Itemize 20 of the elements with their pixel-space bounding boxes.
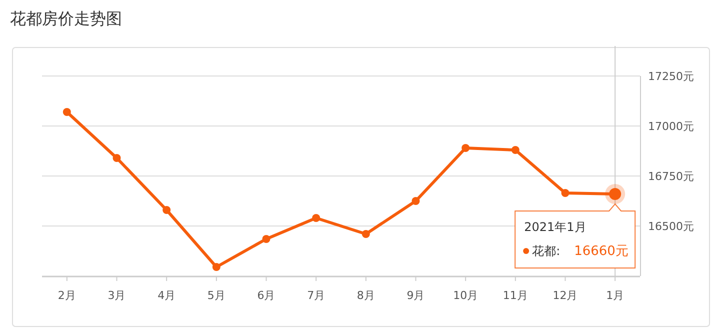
x-tick-label: 9月 bbox=[406, 289, 425, 302]
x-tick-label: 3月 bbox=[108, 289, 126, 302]
x-tick-label: 10月 bbox=[453, 289, 478, 302]
x-tick-label: 12月 bbox=[552, 289, 578, 302]
y-tick-label: 17000元 bbox=[648, 120, 694, 133]
y-tick-label: 17250元 bbox=[648, 70, 694, 83]
x-tick-label: 11月 bbox=[502, 289, 528, 302]
annotation: 2021年1月 bbox=[524, 220, 586, 234]
x-tick-label: 7月 bbox=[307, 289, 326, 302]
x-tick-label: 5月 bbox=[207, 289, 226, 302]
x-tick-label: 8月 bbox=[356, 289, 375, 302]
data-label: 16660元 bbox=[574, 244, 628, 259]
x-tick-label: 2月 bbox=[58, 289, 76, 302]
x-tick-label: 1月 bbox=[606, 289, 624, 302]
y-tick-label: 16500元 bbox=[648, 220, 694, 233]
x-tick-label: 4月 bbox=[158, 289, 176, 302]
y-tick-label: 16750元 bbox=[648, 170, 694, 183]
legend-label: 花都: bbox=[532, 244, 560, 258]
chart-title: 花都房价走势图 bbox=[10, 9, 122, 28]
x-tick-label: 6月 bbox=[257, 289, 276, 302]
